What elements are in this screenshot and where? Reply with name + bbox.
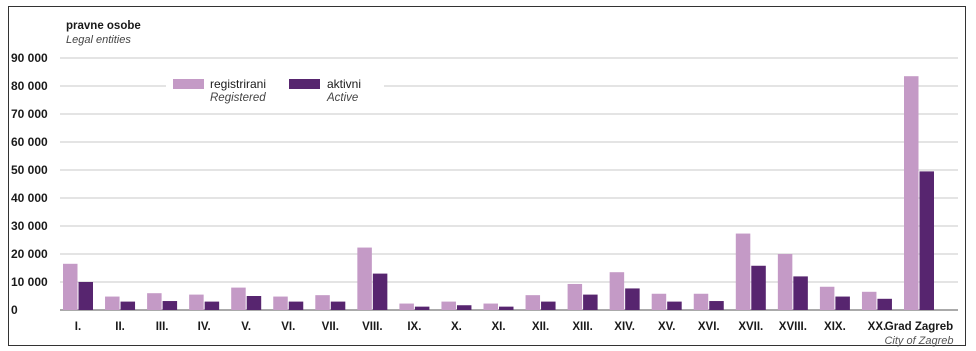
x-tick-label: VII. xyxy=(322,321,339,333)
legend-label-active-en: Active xyxy=(326,92,358,104)
bar-active xyxy=(120,301,136,310)
bar-registered xyxy=(189,294,204,310)
bar-registered xyxy=(63,263,78,310)
bars xyxy=(63,76,934,310)
x-tick-label: XVI. xyxy=(698,321,720,333)
bar-registered xyxy=(819,286,835,310)
x-tick-label: VIII. xyxy=(362,321,382,333)
bar-active xyxy=(330,301,346,310)
bar-active xyxy=(877,298,892,310)
bar-active xyxy=(456,305,472,310)
legend-label-active: aktivni xyxy=(327,77,361,91)
bar-registered xyxy=(231,287,246,310)
bar-registered xyxy=(651,293,667,310)
x-tick-label: XIII. xyxy=(572,321,592,333)
x-tick-label: Grad Zagreb xyxy=(885,321,953,333)
x-tick-label: XI. xyxy=(491,321,505,333)
bar-registered xyxy=(105,296,120,310)
y-tick-label: 50 000 xyxy=(11,163,48,177)
legend-swatch-registered xyxy=(173,79,204,89)
bar-active xyxy=(835,296,850,310)
bar-registered xyxy=(609,272,625,310)
bar-registered xyxy=(483,303,498,310)
bar-registered xyxy=(861,291,877,310)
y-tick-label: 0 xyxy=(11,303,18,317)
x-tick-label: IV. xyxy=(198,321,211,333)
gridlines xyxy=(60,57,958,311)
x-tick-label: III. xyxy=(156,321,169,333)
bar-registered xyxy=(399,303,414,310)
legend: registrirani Registered aktivni Active xyxy=(166,74,384,106)
bar-active xyxy=(793,276,808,310)
bar-active xyxy=(246,296,262,310)
chart-frame xyxy=(8,6,966,346)
bar-active xyxy=(414,306,430,310)
legend-label-registered-en: Registered xyxy=(210,92,266,104)
bar-active xyxy=(499,306,514,310)
bar-registered xyxy=(441,301,456,310)
y-tick-label: 70 000 xyxy=(11,107,48,121)
x-tick-sublabel: City of Zagreb xyxy=(884,335,953,347)
bar-registered xyxy=(147,293,162,310)
y-tick-label: 20 000 xyxy=(11,247,48,261)
unit-label: pravne osobe xyxy=(66,20,141,32)
bar-active xyxy=(667,301,682,310)
x-axis: I. II. III. IV. V. VI. VII. VIII. IX. X. XI. XII. XI… xyxy=(75,321,954,347)
x-tick-label: XIV. xyxy=(614,321,635,333)
bar-active xyxy=(78,282,93,310)
x-tick-label: XVIII. xyxy=(779,321,807,333)
bar-registered xyxy=(777,254,793,310)
y-tick-label: 40 000 xyxy=(11,191,48,205)
legend-swatch-active xyxy=(289,79,320,89)
bar-registered xyxy=(693,293,709,310)
x-tick-label: XV. xyxy=(658,321,675,333)
x-tick-label: X. xyxy=(451,321,462,333)
unit-label-en: Legal entities xyxy=(66,34,131,46)
bar-active xyxy=(162,301,178,310)
bar-registered xyxy=(735,233,751,310)
bar-registered xyxy=(357,247,372,310)
y-axis: 0 10 000 20 000 30 000 40 000 50 000 60 000 70 … xyxy=(11,51,48,317)
bar-registered xyxy=(567,283,583,310)
bar-registered xyxy=(904,76,919,310)
bar-active xyxy=(751,265,766,310)
y-tick-label: 60 000 xyxy=(11,135,48,149)
bar-active xyxy=(709,301,724,310)
x-tick-label: I. xyxy=(75,321,81,333)
bar-active xyxy=(583,294,598,310)
x-tick-label: XVII. xyxy=(738,321,763,333)
y-tick-label: 80 000 xyxy=(11,79,48,93)
y-tick-label: 10 000 xyxy=(11,275,48,289)
x-tick-label: II. xyxy=(115,321,125,333)
bar-active xyxy=(204,301,220,310)
bar-active xyxy=(919,171,934,310)
bar-active xyxy=(288,301,304,310)
x-tick-label: XIX. xyxy=(824,321,846,333)
legend-label-registered: registrirani xyxy=(210,77,266,91)
x-tick-label: V. xyxy=(241,321,251,333)
bar-active xyxy=(625,288,640,310)
x-tick-label: IX. xyxy=(407,321,421,333)
x-tick-label: XII. xyxy=(532,321,549,333)
bar-registered xyxy=(273,296,288,310)
y-tick-label: 30 000 xyxy=(11,219,48,233)
x-tick-label: VI. xyxy=(281,321,295,333)
x-tick-label: XX. xyxy=(868,321,887,333)
y-tick-label: 90 000 xyxy=(11,51,48,65)
bar-registered xyxy=(525,295,541,310)
bar-active xyxy=(372,273,388,310)
bar-registered xyxy=(315,295,330,310)
bar-active xyxy=(541,301,556,310)
